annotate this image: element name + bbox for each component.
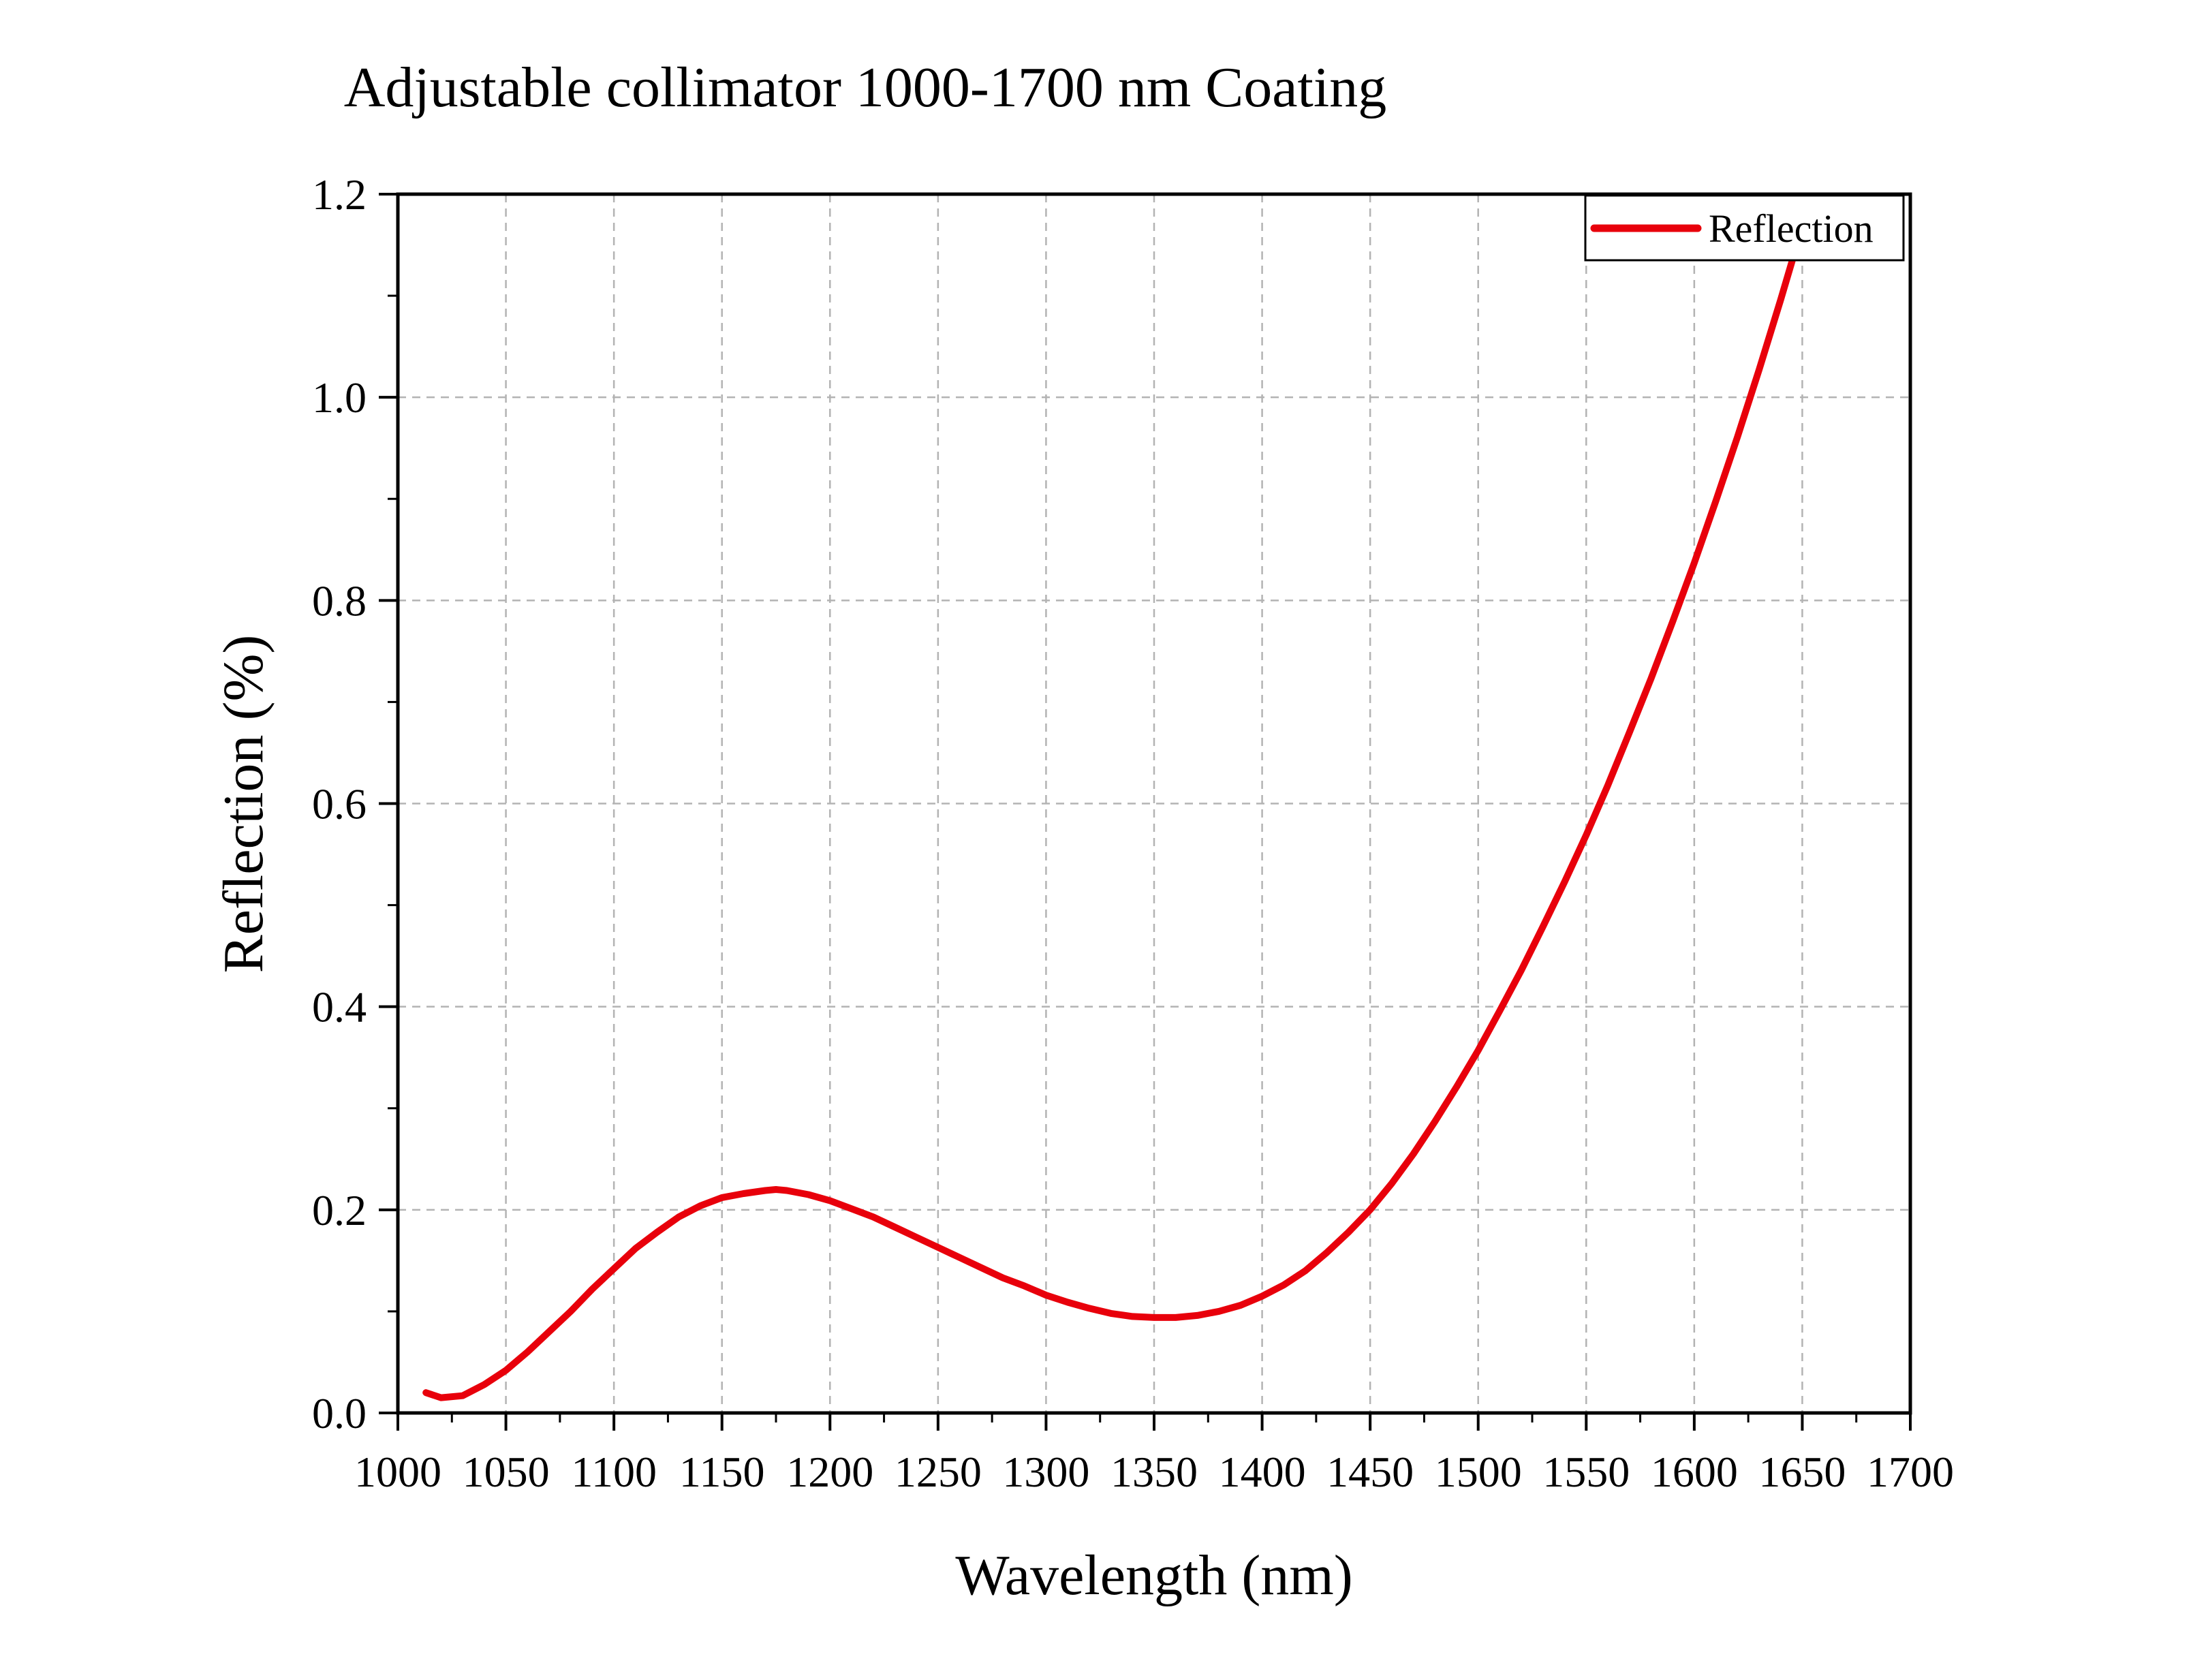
series-layer	[422, 200, 1812, 1401]
x-tick-label: 1650	[1758, 1448, 1846, 1496]
x-tick-label: 1450	[1326, 1448, 1414, 1496]
grid-lines	[398, 194, 1910, 1413]
x-tick-label: 1000	[354, 1448, 441, 1496]
x-tick-label: 1350	[1110, 1448, 1198, 1496]
y-axis-label: Reflection (%)	[212, 635, 275, 974]
x-tick-label: 1400	[1219, 1448, 1306, 1496]
x-tick-label: 1300	[1002, 1448, 1089, 1496]
x-tick-label: 1550	[1542, 1448, 1630, 1496]
x-tick-label: 1600	[1651, 1448, 1738, 1496]
y-tick-label: 0.8	[312, 576, 367, 625]
x-axis-label: Wavelength (nm)	[955, 1544, 1352, 1607]
x-axis-tick-labels: 1000 1050 1100 1150 1200 1250 1300 1350 1400 1450…	[354, 1448, 1954, 1496]
x-tick-label: 1100	[571, 1448, 657, 1496]
axis-ticks	[379, 193, 1912, 1431]
y-tick-label: 0.4	[312, 983, 367, 1031]
y-tick-label: 1.2	[312, 170, 367, 219]
x-tick-label: 1050	[463, 1448, 550, 1496]
y-tick-label: 1.0	[312, 373, 367, 422]
chart-title: Adjustable collimator 1000-1700 nm Coati…	[344, 56, 1386, 119]
y-tick-label: 0.2	[312, 1186, 367, 1234]
legend-label-reflection: Reflection	[1709, 206, 1874, 251]
y-axis-tick-labels: 0.0 0.2 0.4 0.6 0.8 1.0 1.2	[312, 170, 367, 1437]
x-tick-label: 1200	[786, 1448, 873, 1496]
x-tick-label: 1700	[1867, 1448, 1954, 1496]
legend: Reflection	[1584, 194, 1905, 262]
x-tick-label: 1250	[895, 1448, 982, 1496]
y-tick-label: 0.6	[312, 780, 367, 828]
x-tick-label: 1500	[1435, 1448, 1522, 1496]
series-line-reflection	[422, 200, 1812, 1401]
x-tick-label: 1150	[679, 1448, 765, 1496]
y-tick-label: 0.0	[312, 1389, 367, 1437]
